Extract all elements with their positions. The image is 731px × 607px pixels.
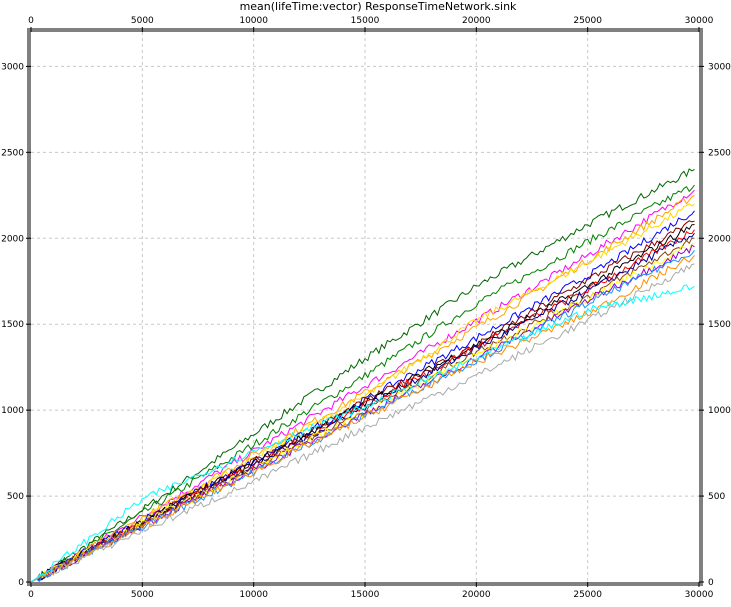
series-line-1 [30, 168, 695, 583]
x-tick-label: 15000 [351, 590, 380, 600]
x-tick-label: 10000 [239, 590, 268, 600]
x-tick-label: 25000 [573, 590, 602, 600]
series-line-15 [30, 255, 695, 583]
x-tick-label: 30000 [685, 590, 714, 600]
series-line-14 [30, 250, 695, 583]
series-line-3 [30, 189, 695, 583]
x-tick-label-top: 0 [28, 16, 34, 26]
y-tick-label: 1500 [1, 320, 24, 330]
series-line-7 [30, 220, 695, 583]
x-tick-label-top: 25000 [573, 16, 602, 26]
grid [31, 32, 699, 582]
y-tick-label: 2000 [1, 234, 24, 244]
axis-ticks: 0050005000100001000015000150002000020000… [1, 16, 731, 600]
y-tick-label: 0 [18, 578, 24, 588]
y-tick-label: 3000 [1, 62, 24, 72]
x-tick-label: 0 [28, 590, 34, 600]
x-tick-label-top: 10000 [239, 16, 268, 26]
x-tick-label-top: 30000 [685, 16, 714, 26]
y-tick-label-right: 1500 [708, 320, 731, 330]
y-tick-label: 2500 [1, 148, 24, 158]
y-tick-label-right: 2000 [708, 234, 731, 244]
x-tick-label-top: 15000 [351, 16, 380, 26]
series-lines [30, 168, 695, 583]
x-tick-label: 5000 [131, 590, 154, 600]
y-tick-label: 1000 [1, 406, 24, 416]
y-tick-label-right: 1000 [708, 406, 731, 416]
y-tick-label-right: 3000 [708, 62, 731, 72]
x-tick-label: 20000 [462, 590, 491, 600]
series-line-17 [30, 284, 695, 583]
y-tick-label: 500 [7, 492, 24, 502]
x-tick-label-top: 20000 [462, 16, 491, 26]
series-line-4 [30, 194, 695, 583]
y-tick-label-right: 0 [708, 578, 714, 588]
y-tick-label-right: 500 [708, 492, 725, 502]
x-tick-label-top: 5000 [131, 16, 154, 26]
series-line-2 [30, 184, 695, 583]
y-tick-label-right: 2500 [708, 148, 731, 158]
series-line-16 [30, 263, 695, 583]
chart-title: mean(lifeTime:vector) ResponseTimeNetwor… [240, 0, 517, 13]
